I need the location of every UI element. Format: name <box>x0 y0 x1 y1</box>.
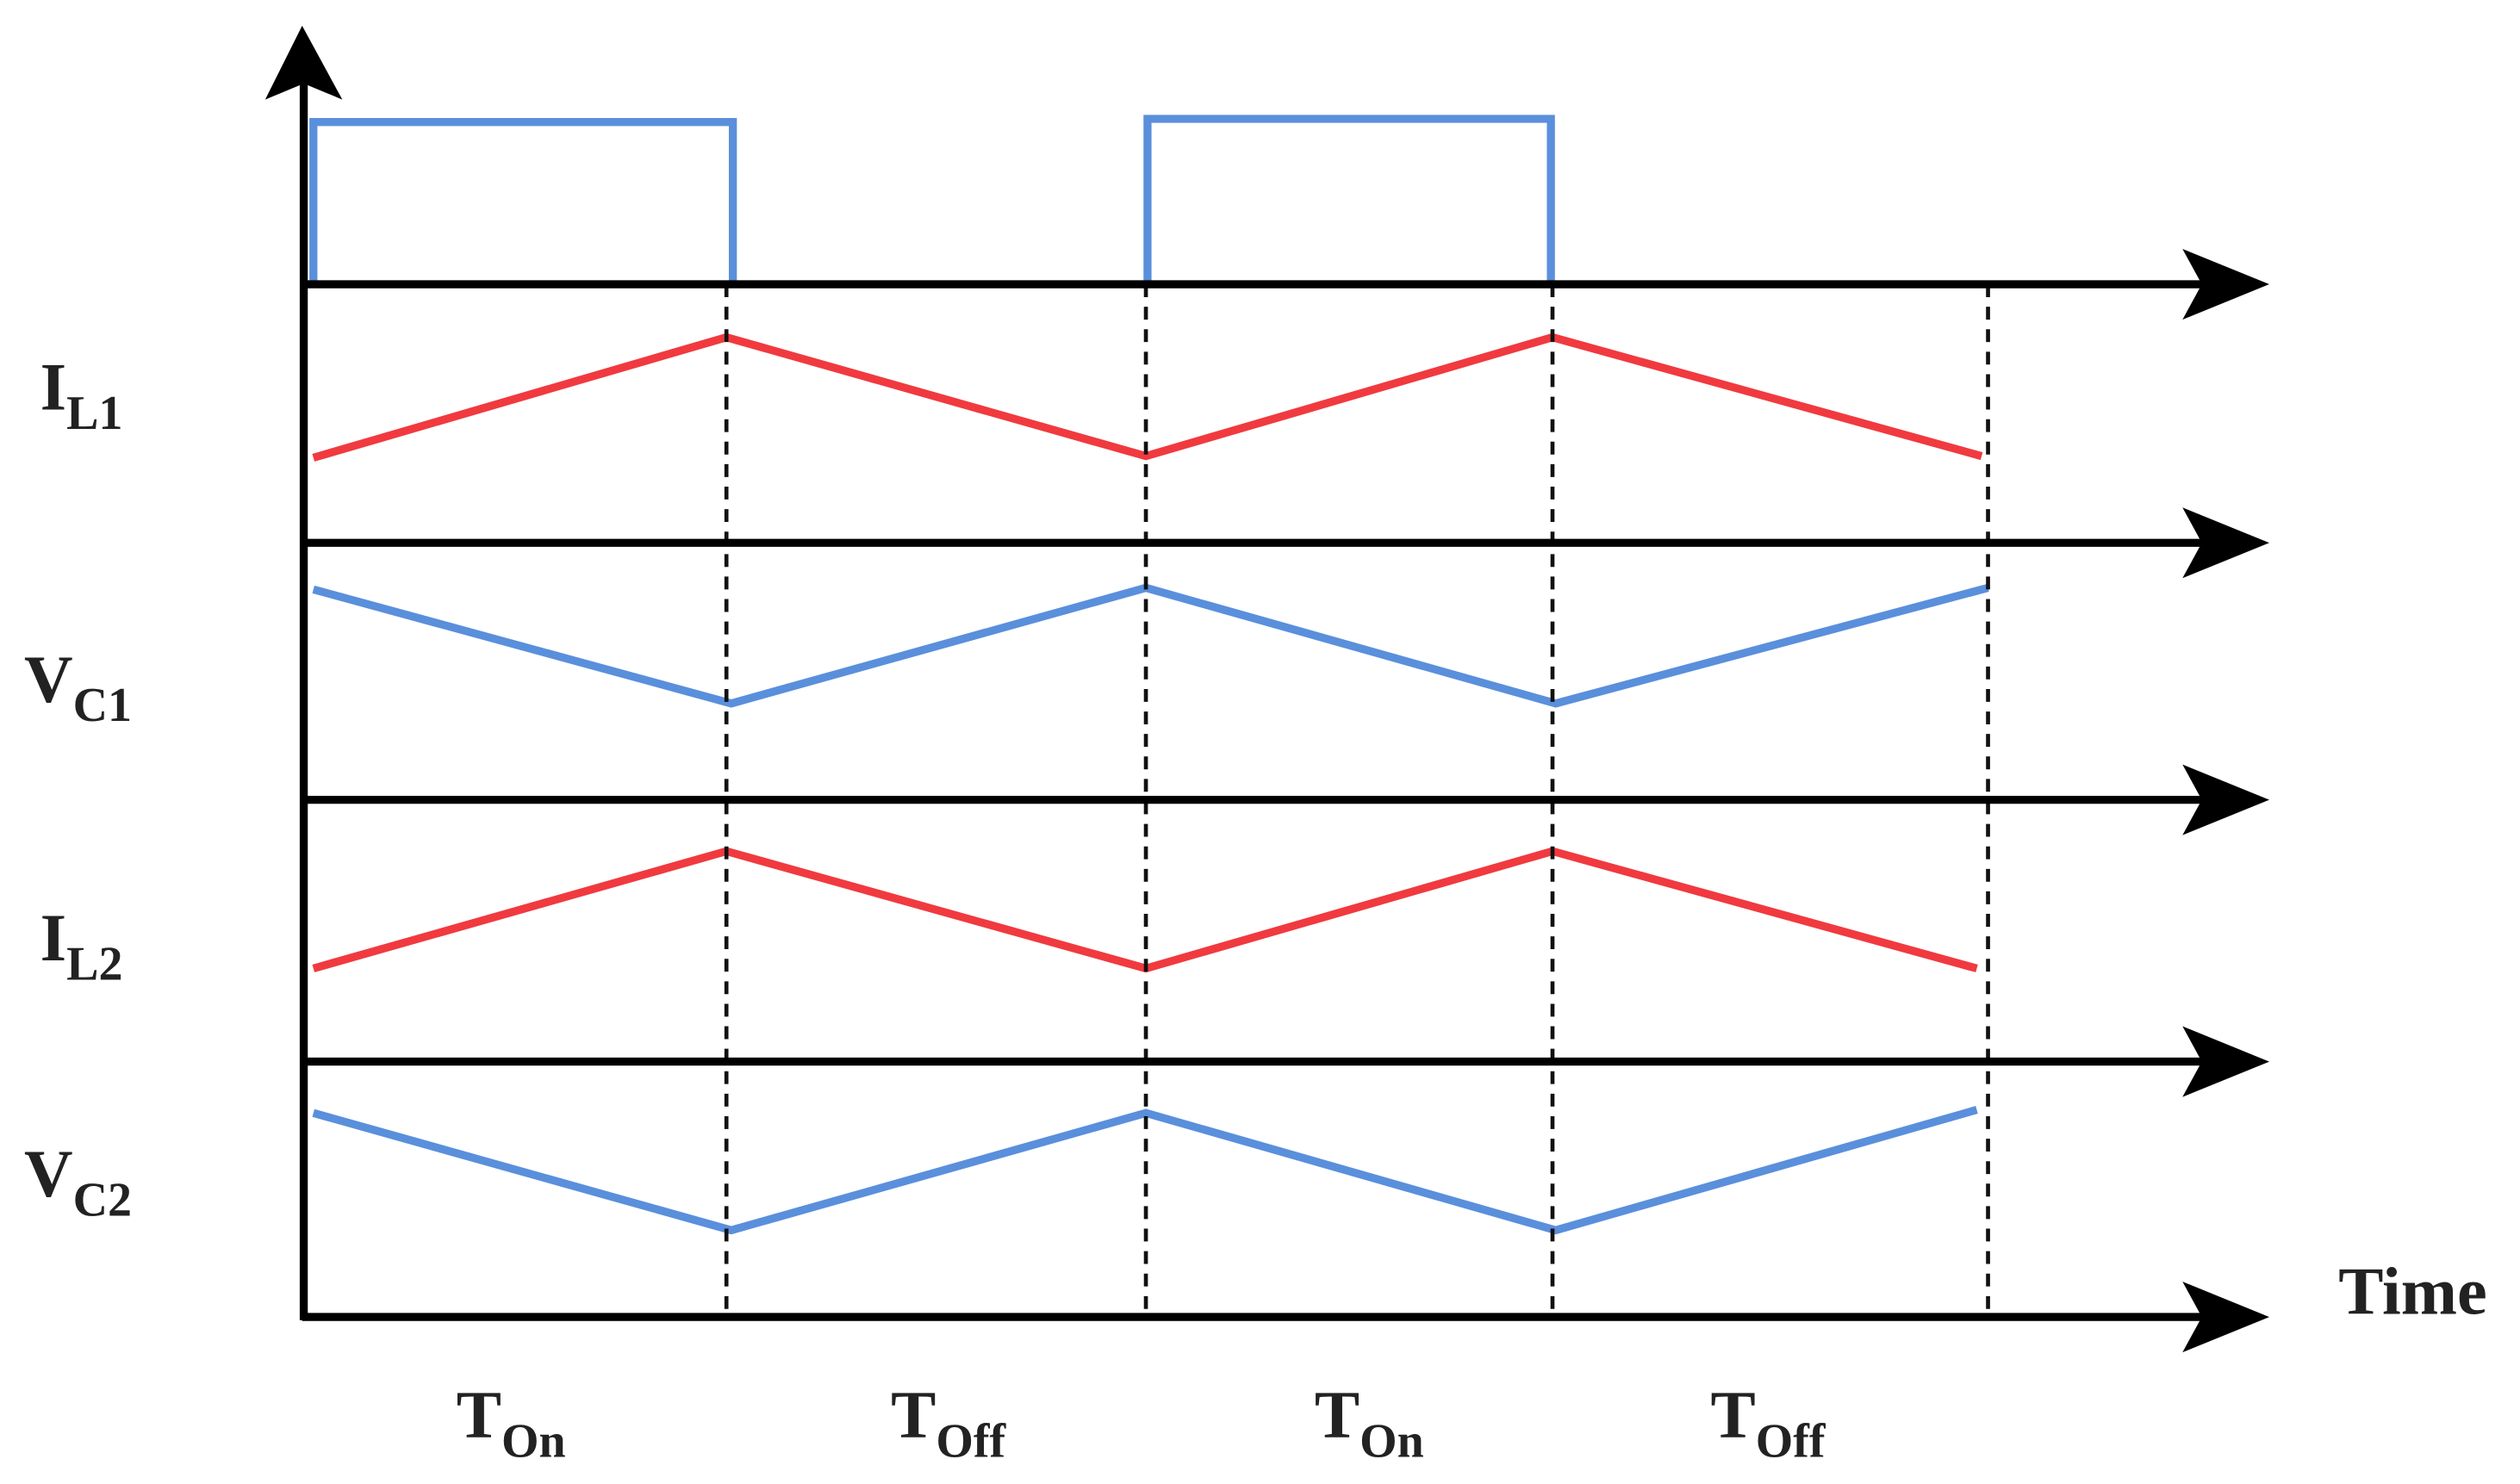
time-label: Time <box>2338 1253 2487 1328</box>
axis-arrow <box>2182 249 2269 320</box>
signal-label-sub: L1 <box>66 387 122 440</box>
signal-label: IL2 <box>40 900 123 990</box>
signal-label-sub: C2 <box>73 1174 132 1227</box>
interval-label: TOff <box>1710 1377 1826 1468</box>
interval-label: TOff <box>891 1377 1006 1468</box>
signal-label: VC1 <box>24 642 132 732</box>
axis-arrow <box>264 25 343 100</box>
interval-label: TOn <box>457 1377 566 1468</box>
signal-label: VC2 <box>24 1136 132 1226</box>
interval-label-main: T <box>457 1377 501 1452</box>
signal-label: IL1 <box>40 350 123 440</box>
vc1-wave <box>312 583 1989 708</box>
il1-wave <box>312 332 1983 462</box>
axis-arrow <box>2182 1026 2269 1097</box>
signal-label-main: I <box>40 900 66 975</box>
interval-label-sub: On <box>1360 1414 1424 1468</box>
interval-label-sub: Off <box>936 1414 1006 1468</box>
interval-label-sub: On <box>501 1414 566 1468</box>
interval-label: TOn <box>1315 1377 1424 1468</box>
axis-arrow <box>2182 507 2269 579</box>
interval-label-main: T <box>891 1377 936 1452</box>
il2-wave <box>312 847 1978 973</box>
vc2-wave <box>312 1106 1978 1235</box>
signal-label-sub: L2 <box>66 937 122 990</box>
signal-label-main: V <box>24 1136 73 1211</box>
signal-label-main: I <box>40 350 66 425</box>
interval-label-sub: Off <box>1756 1414 1826 1468</box>
signal-label-sub: C1 <box>73 679 132 732</box>
signal-label-main: V <box>24 642 73 717</box>
gate-pulse <box>309 115 1555 285</box>
axis-arrow <box>2182 764 2269 835</box>
interval-label-main: T <box>1710 1377 1755 1452</box>
axis-arrow <box>2182 1282 2269 1353</box>
interval-label-main: T <box>1315 1377 1360 1452</box>
